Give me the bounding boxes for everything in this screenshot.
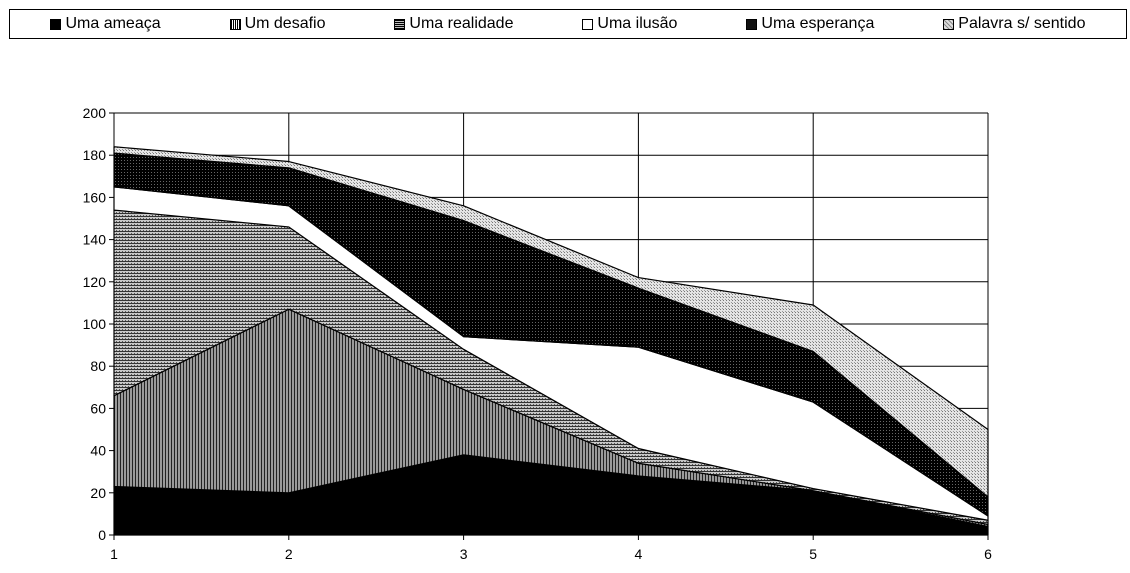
y-tick-label-180: 180	[83, 147, 107, 163]
area-palavra-s-sentido	[113, 146, 989, 498]
legend-item-ameaca: Uma ameaça	[50, 15, 161, 33]
y-tick-label-140: 140	[83, 232, 107, 248]
legend-item-desafio: Um desafio	[229, 15, 326, 33]
y-tick-label-160: 160	[83, 189, 107, 205]
legend-swatch-realidade	[394, 18, 406, 30]
legend-item-sem-sentido: Palavra s/ sentido	[943, 15, 1085, 33]
x-tick-label-6: 6	[984, 546, 992, 562]
chart-legend: Uma ameaça Um desafio Uma realidade Uma …	[9, 9, 1127, 39]
y-tick-label-100: 100	[83, 316, 107, 332]
legend-swatch-ameaca	[50, 18, 62, 30]
legend-label-esperanca: Uma esperança	[761, 15, 875, 32]
axes: 0 20 40 60 80 100 120 140 160 180 200 1 2 3 4 5 6	[83, 105, 992, 562]
y-tick-label-60: 60	[90, 400, 106, 416]
legend-label-ameaca: Uma ameaça	[65, 15, 161, 32]
x-tick-label-1: 1	[110, 546, 118, 562]
y-tick-label-20: 20	[90, 485, 106, 501]
legend-swatch-esperanca	[746, 18, 758, 30]
y-tick-label-40: 40	[90, 443, 106, 459]
x-tick-label-2: 2	[285, 546, 293, 562]
x-tick-label-4: 4	[635, 546, 643, 562]
legend-swatch-ilusao	[582, 18, 594, 30]
y-tick-label-80: 80	[90, 358, 106, 374]
legend-label-sem-sentido: Palavra s/ sentido	[958, 15, 1086, 32]
legend-label-desafio: Um desafio	[244, 15, 326, 32]
legend-item-realidade: Uma realidade	[394, 15, 513, 33]
y-tick-label-200: 200	[83, 105, 107, 121]
area-series	[113, 146, 989, 536]
legend-label-realidade: Uma realidade	[409, 15, 514, 32]
x-tick-label-5: 5	[809, 546, 817, 562]
legend-label-ilusao: Uma ilusão	[597, 15, 678, 32]
legend-swatch-sem-sentido	[943, 18, 955, 30]
legend-swatch-desafio	[229, 18, 241, 30]
legend-item-esperanca: Uma esperança	[746, 15, 874, 33]
legend-item-ilusao: Uma ilusão	[582, 15, 677, 33]
x-tick-label-3: 3	[460, 546, 468, 562]
y-tick-label-0: 0	[98, 527, 106, 543]
y-tick-label-120: 120	[83, 274, 107, 290]
